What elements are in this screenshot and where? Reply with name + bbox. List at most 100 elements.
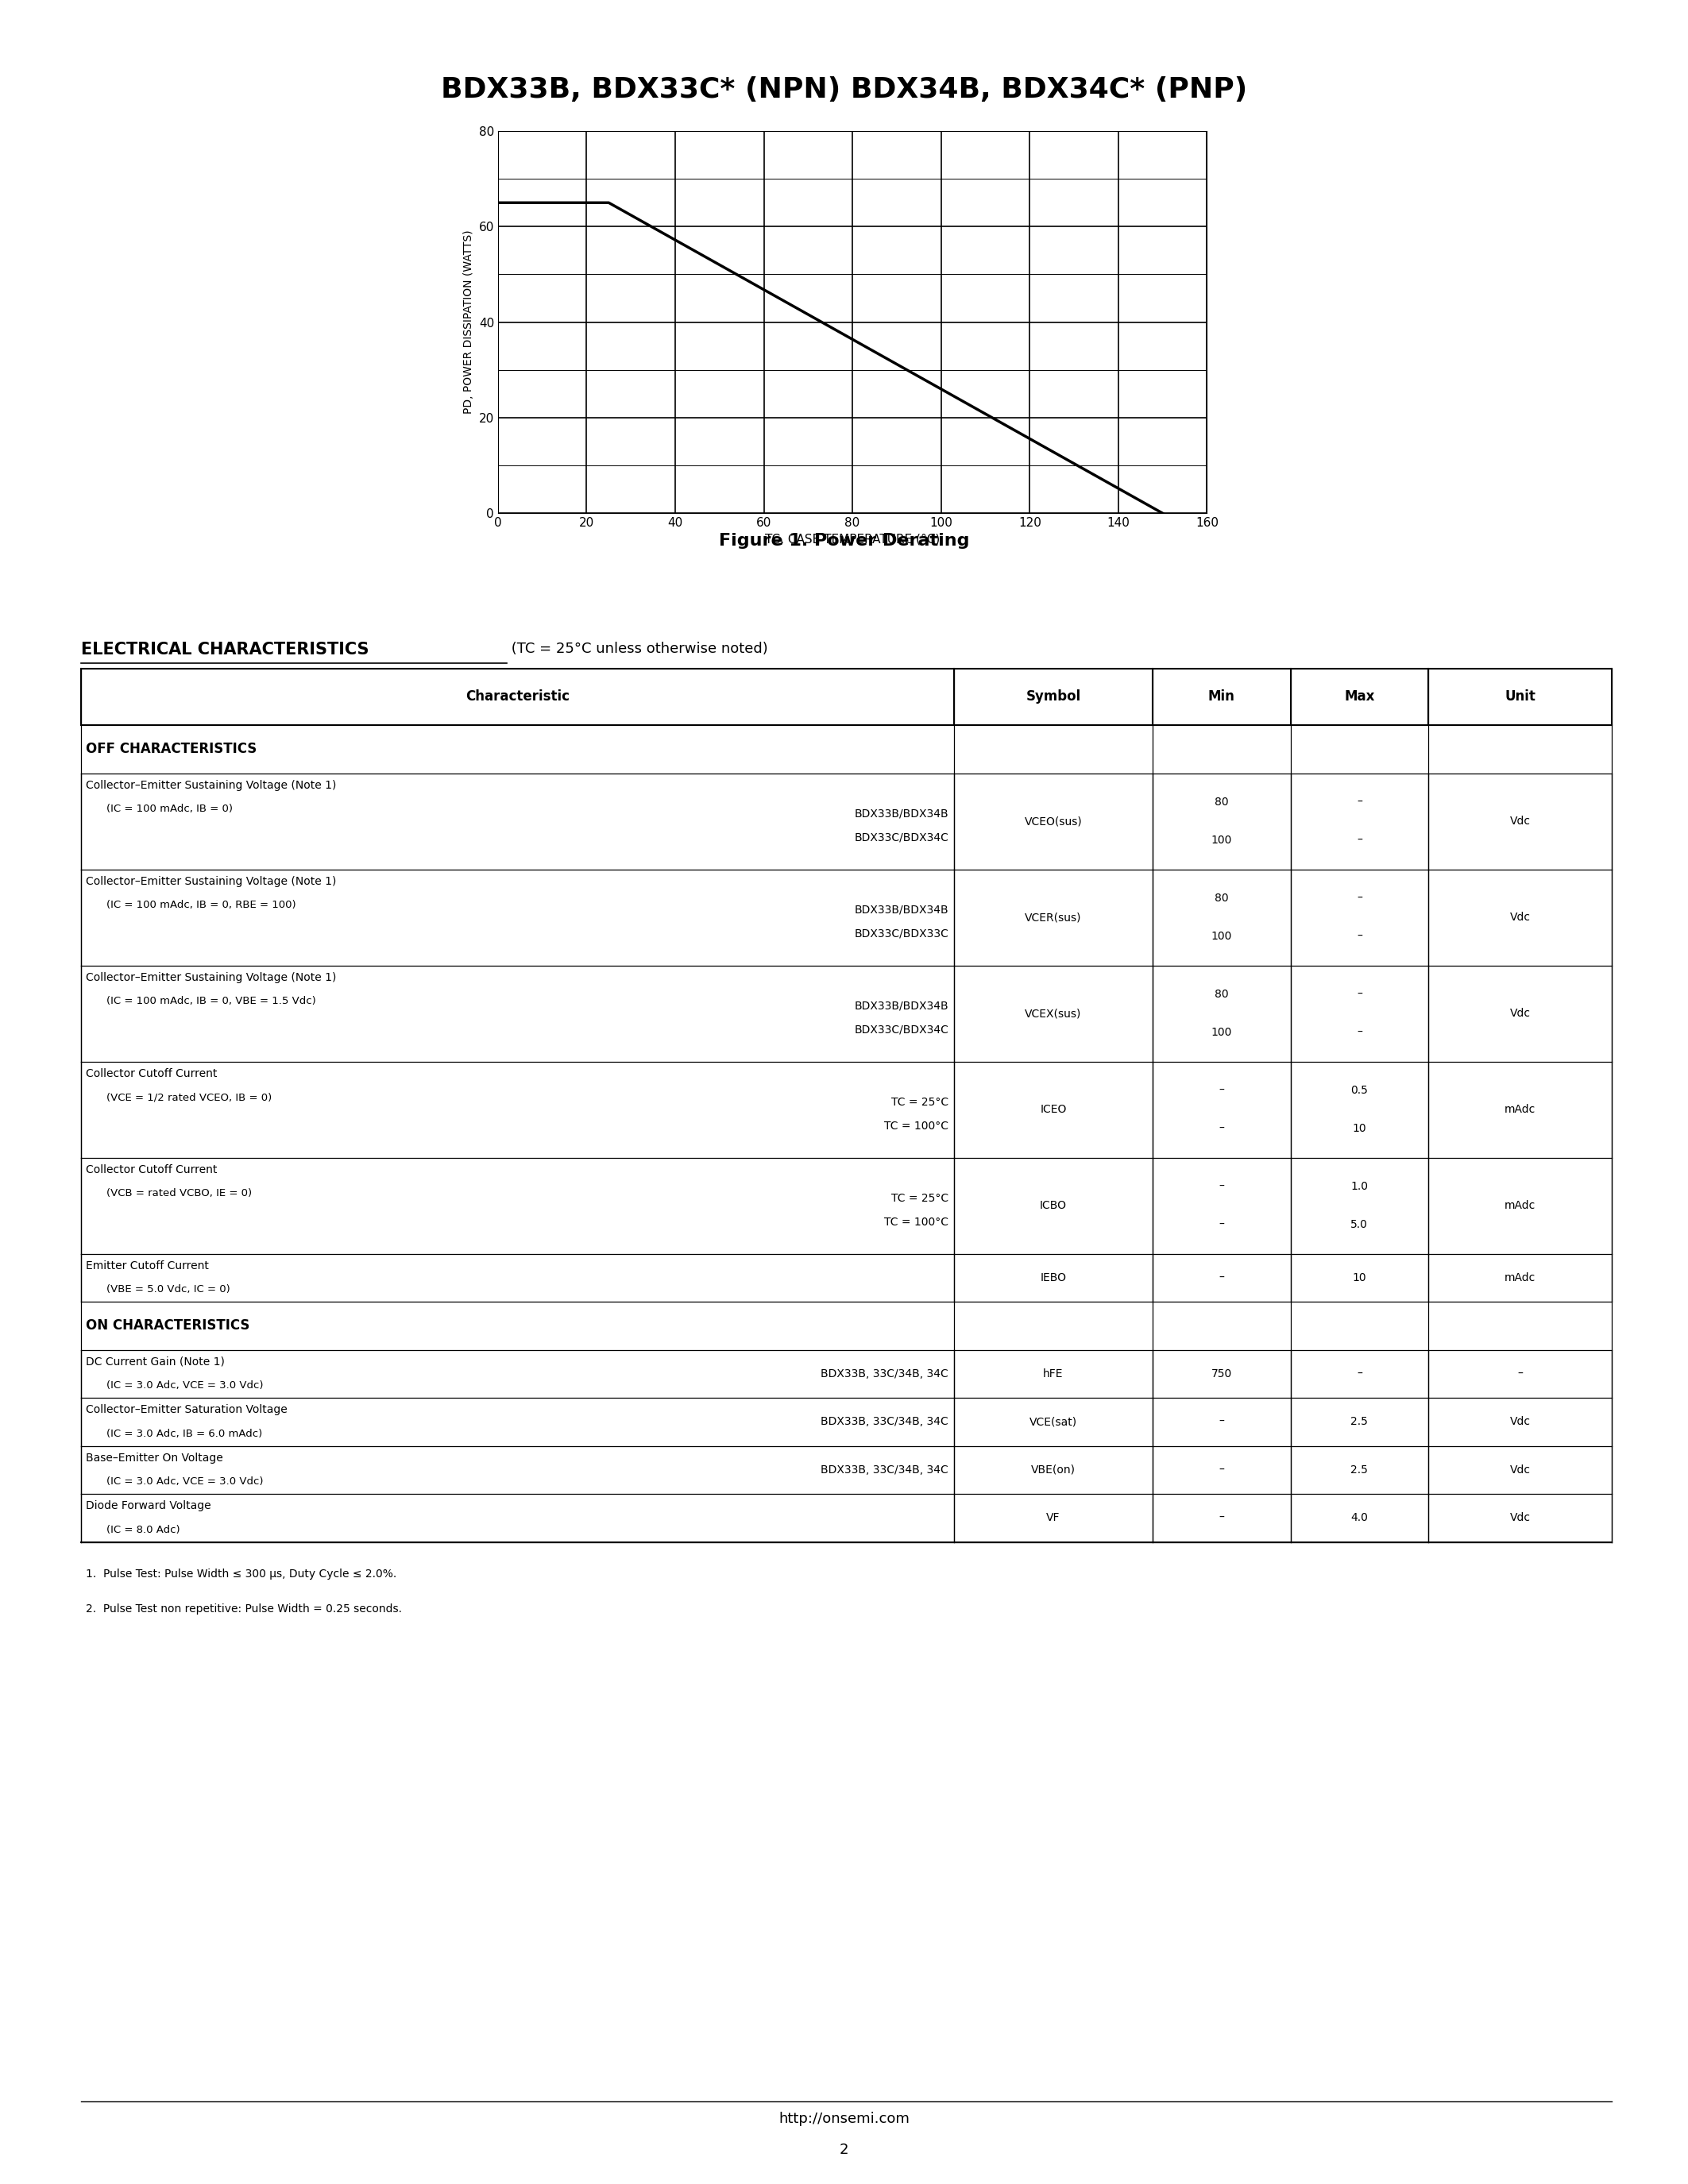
Text: –: – bbox=[1219, 1271, 1224, 1284]
Text: 80: 80 bbox=[1215, 797, 1229, 808]
Text: http://onsemi.com: http://onsemi.com bbox=[778, 2112, 910, 2127]
Text: Vdc: Vdc bbox=[1509, 911, 1531, 924]
Text: TC = 100°C: TC = 100°C bbox=[885, 1120, 949, 1131]
Text: ELECTRICAL CHARACTERISTICS: ELECTRICAL CHARACTERISTICS bbox=[81, 642, 370, 657]
Text: Collector–Emitter Sustaining Voltage (Note 1): Collector–Emitter Sustaining Voltage (No… bbox=[86, 780, 336, 791]
Text: TC = 100°C: TC = 100°C bbox=[885, 1216, 949, 1227]
Text: VCE(sat): VCE(sat) bbox=[1030, 1415, 1077, 1428]
Text: VCEX(sus): VCEX(sus) bbox=[1025, 1007, 1082, 1020]
Text: (IC = 100 mAdc, IB = 0): (IC = 100 mAdc, IB = 0) bbox=[106, 804, 233, 815]
Text: 100: 100 bbox=[1212, 834, 1232, 845]
Text: Collector–Emitter Sustaining Voltage (Note 1): Collector–Emitter Sustaining Voltage (No… bbox=[86, 876, 336, 887]
Text: OFF CHARACTERISTICS: OFF CHARACTERISTICS bbox=[86, 743, 257, 756]
Text: 80: 80 bbox=[1215, 989, 1229, 1000]
Text: –: – bbox=[1219, 1511, 1224, 1524]
Text: TC = 25°C: TC = 25°C bbox=[891, 1192, 949, 1203]
Text: Collector Cutoff Current: Collector Cutoff Current bbox=[86, 1164, 218, 1175]
Text: ICBO: ICBO bbox=[1040, 1199, 1067, 1212]
Text: –: – bbox=[1219, 1123, 1224, 1133]
Text: hFE: hFE bbox=[1043, 1367, 1063, 1380]
Text: 10: 10 bbox=[1352, 1271, 1366, 1284]
Text: (IC = 100 mAdc, IB = 0, VBE = 1.5 Vdc): (IC = 100 mAdc, IB = 0, VBE = 1.5 Vdc) bbox=[106, 996, 316, 1007]
Text: BDX33B/BDX34B: BDX33B/BDX34B bbox=[854, 904, 949, 915]
Text: mAdc: mAdc bbox=[1504, 1103, 1536, 1116]
Text: TC = 25°C: TC = 25°C bbox=[891, 1096, 949, 1107]
Text: –: – bbox=[1357, 1026, 1362, 1037]
Text: 0.5: 0.5 bbox=[1350, 1085, 1367, 1096]
Text: BDX33B, 33C/34B, 34C: BDX33B, 33C/34B, 34C bbox=[820, 1463, 949, 1476]
Text: –: – bbox=[1219, 1182, 1224, 1192]
Text: –: – bbox=[1518, 1367, 1523, 1380]
Text: (IC = 3.0 Adc, VCE = 3.0 Vdc): (IC = 3.0 Adc, VCE = 3.0 Vdc) bbox=[106, 1380, 263, 1391]
Text: BDX33B, 33C/34B, 34C: BDX33B, 33C/34B, 34C bbox=[820, 1415, 949, 1428]
Text: (TC = 25°C unless otherwise noted): (TC = 25°C unless otherwise noted) bbox=[506, 642, 768, 657]
Text: IEBO: IEBO bbox=[1040, 1271, 1067, 1284]
Text: (VCB = rated VCBO, IE = 0): (VCB = rated VCBO, IE = 0) bbox=[106, 1188, 252, 1199]
Text: Vdc: Vdc bbox=[1509, 1415, 1531, 1428]
Text: 1.  Pulse Test: Pulse Width ≤ 300 μs, Duty Cycle ≤ 2.0%.: 1. Pulse Test: Pulse Width ≤ 300 μs, Dut… bbox=[86, 1568, 397, 1579]
Text: –: – bbox=[1219, 1415, 1224, 1428]
Text: Characteristic: Characteristic bbox=[466, 690, 569, 703]
Text: VBE(on): VBE(on) bbox=[1031, 1463, 1075, 1476]
Text: Figure 1. Power Derating: Figure 1. Power Derating bbox=[719, 533, 969, 548]
Text: –: – bbox=[1357, 797, 1362, 808]
Text: DC Current Gain (Note 1): DC Current Gain (Note 1) bbox=[86, 1356, 225, 1367]
Text: BDX33C/BDX34C: BDX33C/BDX34C bbox=[854, 832, 949, 843]
Text: 2.5: 2.5 bbox=[1350, 1415, 1367, 1428]
Text: Min: Min bbox=[1209, 690, 1236, 703]
Text: BDX33B, 33C/34B, 34C: BDX33B, 33C/34B, 34C bbox=[820, 1367, 949, 1380]
Text: BDX33C/BDX34C: BDX33C/BDX34C bbox=[854, 1024, 949, 1035]
Text: mAdc: mAdc bbox=[1504, 1271, 1536, 1284]
Text: Vdc: Vdc bbox=[1509, 1511, 1531, 1524]
Text: Diode Forward Voltage: Diode Forward Voltage bbox=[86, 1500, 211, 1511]
Text: BDX33B/BDX34B: BDX33B/BDX34B bbox=[854, 808, 949, 819]
Text: 80: 80 bbox=[1215, 893, 1229, 904]
Text: Max: Max bbox=[1344, 690, 1374, 703]
Text: Collector Cutoff Current: Collector Cutoff Current bbox=[86, 1068, 218, 1079]
Text: 4.0: 4.0 bbox=[1350, 1511, 1367, 1524]
Text: 10: 10 bbox=[1352, 1123, 1366, 1133]
Text: Symbol: Symbol bbox=[1026, 690, 1080, 703]
Text: 100: 100 bbox=[1212, 1026, 1232, 1037]
Text: Collector–Emitter Saturation Voltage: Collector–Emitter Saturation Voltage bbox=[86, 1404, 287, 1415]
Text: 2: 2 bbox=[839, 2143, 849, 2158]
Text: ON CHARACTERISTICS: ON CHARACTERISTICS bbox=[86, 1319, 250, 1332]
Text: (VCE = 1/2 rated VCEO, IB = 0): (VCE = 1/2 rated VCEO, IB = 0) bbox=[106, 1092, 272, 1103]
Text: 750: 750 bbox=[1212, 1367, 1232, 1380]
Text: 5.0: 5.0 bbox=[1350, 1219, 1367, 1230]
Text: (IC = 3.0 Adc, VCE = 3.0 Vdc): (IC = 3.0 Adc, VCE = 3.0 Vdc) bbox=[106, 1476, 263, 1487]
Text: –: – bbox=[1357, 1367, 1362, 1380]
Text: 1.0: 1.0 bbox=[1350, 1182, 1369, 1192]
Text: –: – bbox=[1357, 989, 1362, 1000]
X-axis label: TC, CASE TEMPERATURE (°C): TC, CASE TEMPERATURE (°C) bbox=[765, 533, 940, 546]
Text: BDX33B/BDX34B: BDX33B/BDX34B bbox=[854, 1000, 949, 1011]
Text: mAdc: mAdc bbox=[1504, 1199, 1536, 1212]
Text: (IC = 100 mAdc, IB = 0, RBE = 100): (IC = 100 mAdc, IB = 0, RBE = 100) bbox=[106, 900, 295, 911]
Text: VCEO(sus): VCEO(sus) bbox=[1025, 815, 1082, 828]
Text: –: – bbox=[1357, 930, 1362, 941]
Text: ICEO: ICEO bbox=[1040, 1103, 1067, 1116]
Text: VCER(sus): VCER(sus) bbox=[1025, 911, 1082, 924]
Text: (VBE = 5.0 Vdc, IC = 0): (VBE = 5.0 Vdc, IC = 0) bbox=[106, 1284, 230, 1295]
Text: –: – bbox=[1219, 1085, 1224, 1096]
Text: (IC = 8.0 Adc): (IC = 8.0 Adc) bbox=[106, 1524, 181, 1535]
Text: –: – bbox=[1219, 1463, 1224, 1476]
Text: –: – bbox=[1357, 893, 1362, 904]
Text: –: – bbox=[1357, 834, 1362, 845]
Text: BDX33B, BDX33C* (NPN) BDX34B, BDX34C* (PNP): BDX33B, BDX33C* (NPN) BDX34B, BDX34C* (P… bbox=[441, 76, 1247, 103]
Text: Base–Emitter On Voltage: Base–Emitter On Voltage bbox=[86, 1452, 223, 1463]
Text: (IC = 3.0 Adc, IB = 6.0 mAdc): (IC = 3.0 Adc, IB = 6.0 mAdc) bbox=[106, 1428, 262, 1439]
Y-axis label: PD, POWER DISSIPATION (WATTS): PD, POWER DISSIPATION (WATTS) bbox=[463, 229, 474, 415]
Text: VF: VF bbox=[1047, 1511, 1060, 1524]
Text: BDX33C/BDX33C: BDX33C/BDX33C bbox=[854, 928, 949, 939]
Text: 2.  Pulse Test non repetitive: Pulse Width = 0.25 seconds.: 2. Pulse Test non repetitive: Pulse Widt… bbox=[86, 1603, 402, 1614]
Text: Vdc: Vdc bbox=[1509, 815, 1531, 828]
Text: 100: 100 bbox=[1212, 930, 1232, 941]
Text: Emitter Cutoff Current: Emitter Cutoff Current bbox=[86, 1260, 209, 1271]
Text: 2.5: 2.5 bbox=[1350, 1463, 1367, 1476]
Text: Vdc: Vdc bbox=[1509, 1463, 1531, 1476]
Text: Vdc: Vdc bbox=[1509, 1007, 1531, 1020]
Text: Unit: Unit bbox=[1504, 690, 1536, 703]
Text: Collector–Emitter Sustaining Voltage (Note 1): Collector–Emitter Sustaining Voltage (No… bbox=[86, 972, 336, 983]
Text: –: – bbox=[1219, 1219, 1224, 1230]
